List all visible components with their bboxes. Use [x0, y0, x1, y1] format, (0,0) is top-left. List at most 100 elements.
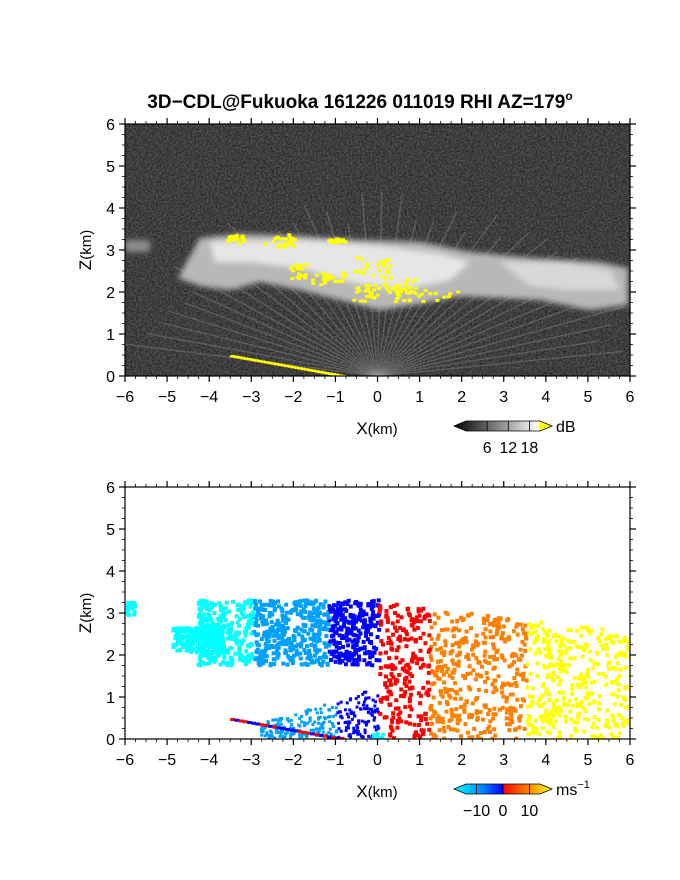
velocity-cell	[596, 718, 601, 723]
velocity-cell	[449, 687, 454, 692]
velocity-cell	[541, 682, 546, 687]
velocity-cell	[464, 639, 469, 644]
velocity-cell	[209, 635, 214, 640]
velocity-cell	[305, 643, 310, 648]
velocity-cell	[394, 628, 399, 633]
signal-highlight-cell	[287, 365, 293, 368]
velocity-cell	[393, 677, 398, 682]
velocity-cell	[203, 653, 208, 658]
velocity-cell	[521, 631, 526, 636]
velocity-cell	[228, 655, 233, 660]
velocity-cell	[587, 649, 592, 654]
velocity-cell	[423, 613, 428, 618]
velocity-cell	[488, 635, 493, 640]
velocity-cell	[315, 633, 320, 638]
velocity-cell	[539, 620, 544, 625]
velocity-cell	[614, 654, 619, 659]
velocity-cell	[396, 637, 401, 642]
velocity-cell	[579, 682, 584, 687]
velocity-cell	[266, 722, 270, 726]
velocity-cell	[374, 646, 379, 651]
velocity-cell	[356, 635, 361, 640]
velocity-cell	[272, 633, 277, 638]
velocity-cell	[280, 730, 284, 734]
velocity-cell	[276, 652, 281, 657]
velocity-cell	[264, 634, 269, 639]
velocity-cell	[352, 652, 357, 657]
signal-highlight-cell	[359, 257, 364, 261]
velocity-cell	[249, 631, 254, 636]
velocity-cell	[345, 626, 350, 631]
velocity-cell	[408, 686, 413, 691]
velocity-cell	[294, 648, 299, 653]
velocity-cell	[377, 609, 382, 614]
velocity-cell	[361, 692, 365, 696]
velocity-cell	[268, 724, 274, 728]
velocity-cell	[358, 732, 362, 736]
velocity-cell	[391, 632, 396, 637]
velocity-cell	[283, 628, 288, 633]
velocity-cell	[204, 618, 209, 623]
velocity-cell	[289, 723, 293, 727]
signal-highlights	[226, 233, 461, 376]
velocity-cell	[466, 730, 471, 735]
velocity-cell	[603, 636, 608, 641]
velocity-cell	[379, 639, 384, 644]
velocity-cell	[370, 653, 375, 658]
velocity-cell	[239, 641, 244, 646]
signal-highlight-cell	[241, 237, 246, 241]
velocity-cell	[526, 732, 531, 737]
velocity-cell	[383, 674, 388, 679]
velocity-cell	[260, 727, 264, 731]
velocity-cell	[327, 708, 331, 712]
velocity-cell	[285, 730, 289, 734]
velocity-cell	[371, 610, 376, 615]
velocity-cell	[472, 726, 477, 731]
velocity-cell	[589, 680, 594, 685]
velocity-cell	[209, 617, 214, 622]
signal-highlight-cell	[396, 290, 401, 294]
velocity-cell	[369, 621, 374, 626]
velocity-cell	[287, 719, 291, 723]
velocity-cell	[429, 731, 434, 736]
velocity-cell	[328, 727, 332, 731]
velocity-cell	[559, 640, 564, 645]
x-tick-label: 6	[626, 389, 635, 406]
velocity-cell	[294, 607, 299, 612]
velocity-cell	[301, 730, 307, 734]
velocity-cell	[353, 657, 358, 662]
signal-highlight-cell	[230, 355, 236, 358]
velocity-cell	[487, 724, 492, 729]
velocity-cell	[259, 658, 264, 663]
velocity-cell	[314, 707, 318, 711]
velocity-cell	[282, 618, 287, 623]
velocity-cell	[462, 703, 467, 708]
velocity-cell	[574, 644, 579, 649]
velocity-cell	[529, 632, 534, 637]
velocity-cell	[328, 715, 332, 719]
velocity-cell	[442, 736, 447, 739]
signal-highlight-cell	[372, 288, 377, 292]
velocity-cell	[298, 651, 303, 656]
velocity-cell	[466, 613, 471, 618]
velocity-cell	[586, 628, 591, 633]
velocity-cell	[312, 728, 316, 732]
velocity-cell	[324, 655, 329, 660]
velocity-cell	[510, 719, 515, 724]
signal-highlight-cell	[442, 295, 447, 299]
velocity-cell	[365, 707, 369, 711]
velocity-cell	[299, 641, 304, 646]
velocity-cell	[572, 656, 577, 661]
velocity-cell	[193, 626, 198, 631]
velocity-cell	[553, 719, 558, 724]
velocity-cell	[226, 627, 231, 632]
velocity-cell	[476, 687, 481, 692]
velocity-cell	[273, 723, 277, 727]
velocity-cell	[269, 730, 273, 734]
velocity-cell	[386, 640, 391, 645]
signal-highlight-cell	[375, 263, 380, 267]
velocity-cell	[311, 632, 316, 637]
velocity-cell	[517, 725, 522, 730]
velocity-cell	[404, 683, 409, 688]
velocity-cell	[257, 599, 262, 604]
